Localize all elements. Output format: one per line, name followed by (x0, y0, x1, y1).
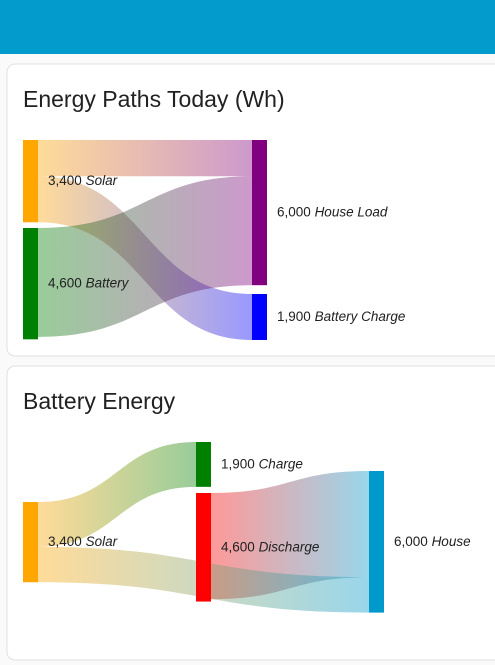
node (196, 493, 211, 602)
node-name: Charge (259, 456, 303, 471)
node-label: 1,900 Charge (221, 456, 303, 471)
node (369, 471, 384, 613)
node-name: House (432, 533, 471, 548)
card-title: Battery Energy (23, 388, 176, 414)
node-name: Solar (86, 534, 118, 549)
node (23, 228, 38, 340)
card-title: Energy Paths Today (Wh) (23, 86, 285, 112)
node-value: 4,600 (221, 539, 255, 554)
node-name: Battery Charge (315, 309, 406, 324)
links (38, 140, 252, 340)
node-name: Solar (86, 173, 118, 188)
flow (38, 442, 196, 547)
node-label: 4,600 Discharge (221, 539, 319, 554)
node-value: 1,900 (221, 456, 255, 471)
node (252, 140, 267, 286)
node (23, 140, 38, 223)
node-label: 3,400 Solar (48, 173, 118, 188)
node-label: 3,400 Solar (48, 534, 118, 549)
node-value: 6,000 (277, 204, 311, 219)
app-header (0, 0, 495, 54)
node-value: 1,900 (277, 309, 311, 324)
node (252, 294, 267, 340)
flow (38, 140, 252, 177)
node (23, 502, 38, 583)
node-value: 3,400 (48, 534, 82, 549)
node-name: Discharge (259, 539, 320, 554)
node-name: House Load (315, 204, 388, 219)
flow (211, 471, 369, 600)
node-label: 1,900 Battery Charge (277, 309, 405, 324)
node-value: 3,400 (48, 173, 82, 188)
node-value: 4,600 (48, 275, 82, 290)
node-label: 6,000 House (394, 533, 471, 548)
node-value: 6,000 (394, 533, 428, 548)
node-label: 4,600 Battery (48, 275, 130, 290)
node-name: Battery (86, 275, 130, 290)
flow (38, 176, 252, 337)
node-label: 6,000 House Load (277, 204, 388, 219)
node (196, 442, 211, 487)
